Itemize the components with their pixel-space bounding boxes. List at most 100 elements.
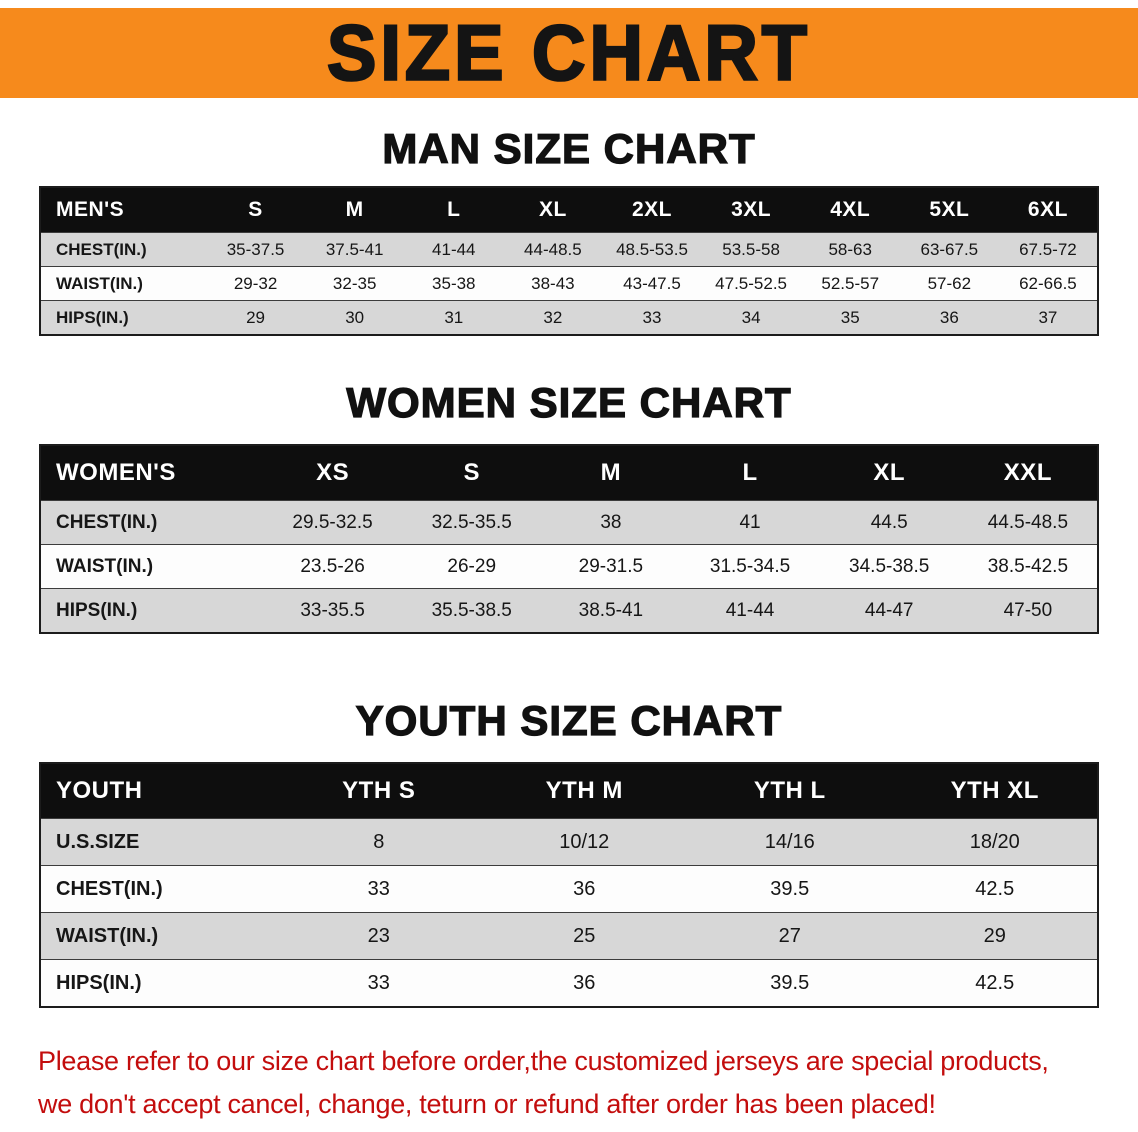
row-label-cell: WAIST(IN.) xyxy=(56,555,154,577)
data-cell: 47-50 xyxy=(1003,599,1053,621)
table-row: CHEST(IN.) 29.5-32.5 32.5-35.5 38 41 44.5 44.5… xyxy=(40,500,1098,545)
data-cell: 43-47.5 xyxy=(623,273,681,293)
men-section: MAN SIZE CHART MEN'S S M L XL 2XL 3XL 4XL 5XL 6XL… xyxy=(0,125,1138,336)
data-cell: 37.5-41 xyxy=(325,239,384,259)
column-header-cell: YTH L xyxy=(687,763,893,819)
row-label-cell: WAIST(IN.) xyxy=(56,924,159,947)
data-cell: 47.5-52.5 xyxy=(715,273,788,293)
column-header-cell: S xyxy=(402,445,542,501)
data-cell: 39.5 xyxy=(770,877,810,900)
table-row: CHEST(IN.) 33 36 39.5 42.5 xyxy=(40,865,1098,913)
data-cell: 32.5-35.5 xyxy=(431,511,512,533)
data-cell: 44.5-48.5 xyxy=(987,511,1069,533)
column-header-cell: 6XL xyxy=(998,187,1098,233)
data-cell: 33 xyxy=(642,307,662,327)
column-header-cell: L xyxy=(680,445,820,501)
data-cell: 33 xyxy=(367,877,390,900)
data-cell: 31.5-34.5 xyxy=(709,555,791,577)
column-header-cell: XS xyxy=(263,445,403,501)
data-cell: 8 xyxy=(373,830,385,853)
table-header-row: YOUTH YTH S YTH M YTH L YTH XL xyxy=(40,763,1098,819)
data-cell: 32-35 xyxy=(332,273,377,293)
data-cell: 44-48.5 xyxy=(524,239,582,259)
column-header-cell: S xyxy=(206,187,306,233)
data-cell: 26-29 xyxy=(447,555,497,577)
row-label-cell: CHEST(IN.) xyxy=(56,239,147,259)
data-cell: 23.5-26 xyxy=(300,555,365,577)
data-cell: 36 xyxy=(939,307,959,327)
data-cell: 29 xyxy=(983,924,1006,947)
data-cell: 42.5 xyxy=(975,971,1015,994)
data-cell: 57-62 xyxy=(927,273,972,293)
data-cell: 14/16 xyxy=(764,830,815,853)
table-title-cell: WOMEN'S xyxy=(40,445,263,501)
data-cell: 58-63 xyxy=(828,239,872,259)
youth-section: YOUTH SIZE CHART YOUTH YTH S YTH M YTH L YTH… xyxy=(0,697,1138,1008)
table-row: HIPS(IN.) 33 36 39.5 42.5 xyxy=(40,959,1098,1007)
column-header-cell: YTH M xyxy=(481,763,687,819)
data-cell: 63-67.5 xyxy=(920,239,979,259)
column-header-cell: XL xyxy=(503,187,603,233)
table-row: WAIST(IN.) 23 25 27 29 xyxy=(40,912,1098,960)
data-cell: 38.5-41 xyxy=(578,599,644,621)
column-header-cell: 4XL xyxy=(800,187,900,233)
row-label-cell: HIPS(IN.) xyxy=(56,307,129,327)
data-cell: 31 xyxy=(444,307,464,327)
data-cell: 33 xyxy=(367,971,390,994)
data-cell: 30 xyxy=(345,307,365,327)
data-cell: 29.5-32.5 xyxy=(292,511,373,533)
disclaimer-line-2: we don't accept cancel, change, teturn o… xyxy=(38,1088,936,1119)
table-title-cell: YOUTH xyxy=(40,763,276,819)
row-label-cell: HIPS(IN.) xyxy=(56,599,138,621)
men-section-heading: MAN SIZE CHART xyxy=(382,125,756,172)
column-header-cell: XXL xyxy=(958,445,1098,501)
column-header-cell: M xyxy=(305,187,405,233)
data-cell: 35.5-38.5 xyxy=(431,599,512,621)
column-header-cell: 2XL xyxy=(602,187,702,233)
table-row: U.S.SIZE 8 10/12 14/16 18/20 xyxy=(40,818,1098,866)
data-cell: 42.5 xyxy=(975,877,1015,900)
size-chart-banner: SIZE CHART xyxy=(0,8,1138,98)
youth-size-table: YOUTH YTH S YTH M YTH L YTH XL U.S.SIZE 8 10/12… xyxy=(39,762,1099,1008)
column-header-cell: 5XL xyxy=(899,187,999,233)
data-cell: 25 xyxy=(573,924,596,947)
table-row: WAIST(IN.) 23.5-26 26-29 29-31.5 31.5-34.5 34… xyxy=(40,544,1098,589)
table-header-row: WOMEN'S XS S M L XL XXL xyxy=(40,445,1098,501)
table-header-row: MEN'S S M L XL 2XL 3XL 4XL 5XL 6XL xyxy=(40,187,1098,233)
column-header-cell: YTH XL xyxy=(892,763,1098,819)
women-size-table: WOMEN'S XS S M L XL XXL CHEST(IN.) 29.5-32.5 32.5… xyxy=(39,444,1099,634)
data-cell: 33-35.5 xyxy=(300,599,365,621)
data-cell: 67.5-72 xyxy=(1019,239,1077,259)
data-cell: 52.5-57 xyxy=(821,273,880,293)
data-cell: 38.5-42.5 xyxy=(987,555,1069,577)
row-label-cell: CHEST(IN.) xyxy=(56,511,158,533)
data-cell: 29 xyxy=(246,307,266,327)
data-cell: 39.5 xyxy=(770,971,810,994)
disclaimer-line-1: Please refer to our size chart before or… xyxy=(38,1046,1049,1076)
row-label-cell: HIPS(IN.) xyxy=(56,971,142,994)
disclaimer: Please refer to our size chart before or… xyxy=(38,1040,1100,1125)
table-row: CHEST(IN.) 35-37.5 37.5-41 41-44 44-48.5 48.5… xyxy=(40,232,1098,267)
men-size-table: MEN'S S M L XL 2XL 3XL 4XL 5XL 6XL CHEST(IN.) 35-37… xyxy=(39,186,1099,336)
data-cell: 41 xyxy=(739,511,761,533)
column-header-cell: 3XL xyxy=(701,187,801,233)
data-cell: 36 xyxy=(573,971,596,994)
data-cell: 62-66.5 xyxy=(1019,273,1077,293)
youth-section-heading: YOUTH SIZE CHART xyxy=(355,697,783,744)
data-cell: 48.5-53.5 xyxy=(616,239,688,259)
women-section: WOMEN SIZE CHART WOMEN'S XS S M L XL XXL CHEST(… xyxy=(0,381,1138,634)
data-cell: 37 xyxy=(1038,307,1058,327)
data-cell: 35-38 xyxy=(432,273,476,293)
row-label-cell: U.S.SIZE xyxy=(56,830,140,853)
banner-title: SIZE CHART xyxy=(326,8,811,97)
data-cell: 38-43 xyxy=(531,273,575,293)
table-row: WAIST(IN.) 29-32 32-35 35-38 38-43 43-47.5 47.… xyxy=(40,266,1098,301)
data-cell: 29-32 xyxy=(233,273,278,293)
column-header-cell: L xyxy=(404,187,504,233)
data-cell: 44-47 xyxy=(864,599,914,621)
data-cell: 38 xyxy=(600,511,622,533)
data-cell: 34 xyxy=(741,307,761,327)
column-header-cell: YTH S xyxy=(276,763,482,819)
column-header-cell: XL xyxy=(819,445,959,501)
table-row: HIPS(IN.) 29 30 31 32 33 34 35 36 37 xyxy=(40,300,1098,335)
